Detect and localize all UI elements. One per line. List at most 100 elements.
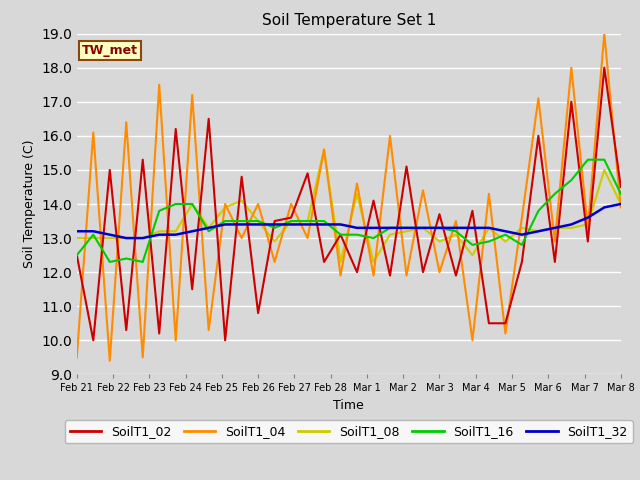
SoilT1_16 (600, 157, 608, 163)
SoilT1_02 (122, 327, 130, 333)
SoilT1_32 (370, 225, 378, 231)
SoilT1_32 (337, 222, 344, 228)
SoilT1_04 (205, 327, 212, 333)
SoilT1_02 (172, 126, 180, 132)
SoilT1_16 (403, 225, 410, 231)
SoilT1_04 (485, 191, 493, 197)
SoilT1_08 (403, 228, 410, 234)
SoilT1_32 (468, 225, 476, 231)
SoilT1_16 (568, 177, 575, 183)
SoilT1_04 (122, 120, 130, 125)
SoilT1_08 (254, 218, 262, 224)
SoilT1_02 (188, 286, 196, 292)
SoilT1_32 (485, 225, 493, 231)
SoilT1_08 (320, 146, 328, 152)
SoilT1_32 (106, 232, 114, 238)
SoilT1_04 (551, 239, 559, 244)
SoilT1_32 (205, 225, 212, 231)
SoilT1_32 (386, 225, 394, 231)
SoilT1_16 (188, 201, 196, 207)
SoilT1_16 (551, 191, 559, 197)
SoilT1_02 (419, 269, 427, 275)
SoilT1_04 (403, 273, 410, 278)
SoilT1_02 (370, 198, 378, 204)
SoilT1_32 (452, 225, 460, 231)
SoilT1_16 (122, 256, 130, 262)
SoilT1_16 (617, 191, 625, 197)
SoilT1_32 (568, 222, 575, 228)
SoilT1_08 (337, 259, 344, 265)
SoilT1_16 (436, 225, 444, 231)
SoilT1_08 (90, 235, 97, 241)
SoilT1_08 (485, 225, 493, 231)
SoilT1_04 (320, 146, 328, 152)
SoilT1_16 (386, 225, 394, 231)
SoilT1_02 (90, 337, 97, 343)
SoilT1_04 (337, 273, 344, 278)
SoilT1_32 (436, 225, 444, 231)
SoilT1_04 (221, 201, 229, 207)
SoilT1_32 (320, 222, 328, 228)
SoilT1_08 (188, 201, 196, 207)
SoilT1_04 (287, 201, 295, 207)
SoilT1_16 (73, 252, 81, 258)
SoilT1_08 (353, 191, 361, 197)
SoilT1_08 (287, 218, 295, 224)
SoilT1_32 (122, 235, 130, 241)
SoilT1_02 (106, 167, 114, 173)
SoilT1_04 (188, 92, 196, 98)
SoilT1_02 (534, 133, 542, 139)
SoilT1_02 (452, 273, 460, 278)
SoilT1_32 (551, 225, 559, 231)
SoilT1_08 (534, 228, 542, 234)
SoilT1_02 (617, 184, 625, 190)
SoilT1_32 (584, 215, 591, 220)
SoilT1_32 (139, 235, 147, 241)
SoilT1_32 (221, 222, 229, 228)
Line: SoilT1_32: SoilT1_32 (77, 204, 621, 238)
SoilT1_16 (254, 218, 262, 224)
SoilT1_16 (337, 232, 344, 238)
SoilT1_32 (419, 225, 427, 231)
Line: SoilT1_04: SoilT1_04 (77, 34, 621, 361)
SoilT1_04 (172, 337, 180, 343)
SoilT1_16 (139, 259, 147, 265)
SoilT1_32 (172, 232, 180, 238)
SoilT1_02 (468, 208, 476, 214)
SoilT1_32 (238, 222, 246, 228)
SoilT1_32 (304, 222, 312, 228)
SoilT1_32 (90, 228, 97, 234)
SoilT1_02 (254, 310, 262, 316)
SoilT1_02 (221, 337, 229, 343)
SoilT1_16 (106, 259, 114, 265)
SoilT1_08 (419, 225, 427, 231)
SoilT1_08 (139, 235, 147, 241)
SoilT1_08 (568, 225, 575, 231)
SoilT1_04 (304, 235, 312, 241)
SoilT1_04 (568, 65, 575, 71)
X-axis label: Time: Time (333, 399, 364, 412)
SoilT1_08 (172, 228, 180, 234)
SoilT1_32 (617, 201, 625, 207)
Line: SoilT1_16: SoilT1_16 (77, 160, 621, 262)
SoilT1_08 (551, 225, 559, 231)
SoilT1_08 (122, 235, 130, 241)
SoilT1_08 (221, 204, 229, 210)
SoilT1_16 (221, 218, 229, 224)
SoilT1_08 (271, 239, 278, 244)
SoilT1_04 (600, 31, 608, 36)
SoilT1_32 (271, 222, 278, 228)
SoilT1_16 (584, 157, 591, 163)
SoilT1_08 (106, 235, 114, 241)
SoilT1_04 (73, 355, 81, 360)
SoilT1_04 (534, 96, 542, 101)
SoilT1_02 (353, 269, 361, 275)
SoilT1_04 (452, 218, 460, 224)
SoilT1_02 (502, 321, 509, 326)
SoilT1_08 (600, 167, 608, 173)
SoilT1_08 (452, 232, 460, 238)
SoilT1_04 (353, 180, 361, 186)
SoilT1_02 (436, 211, 444, 217)
SoilT1_04 (156, 82, 163, 88)
Y-axis label: Soil Temperature (C): Soil Temperature (C) (22, 140, 35, 268)
